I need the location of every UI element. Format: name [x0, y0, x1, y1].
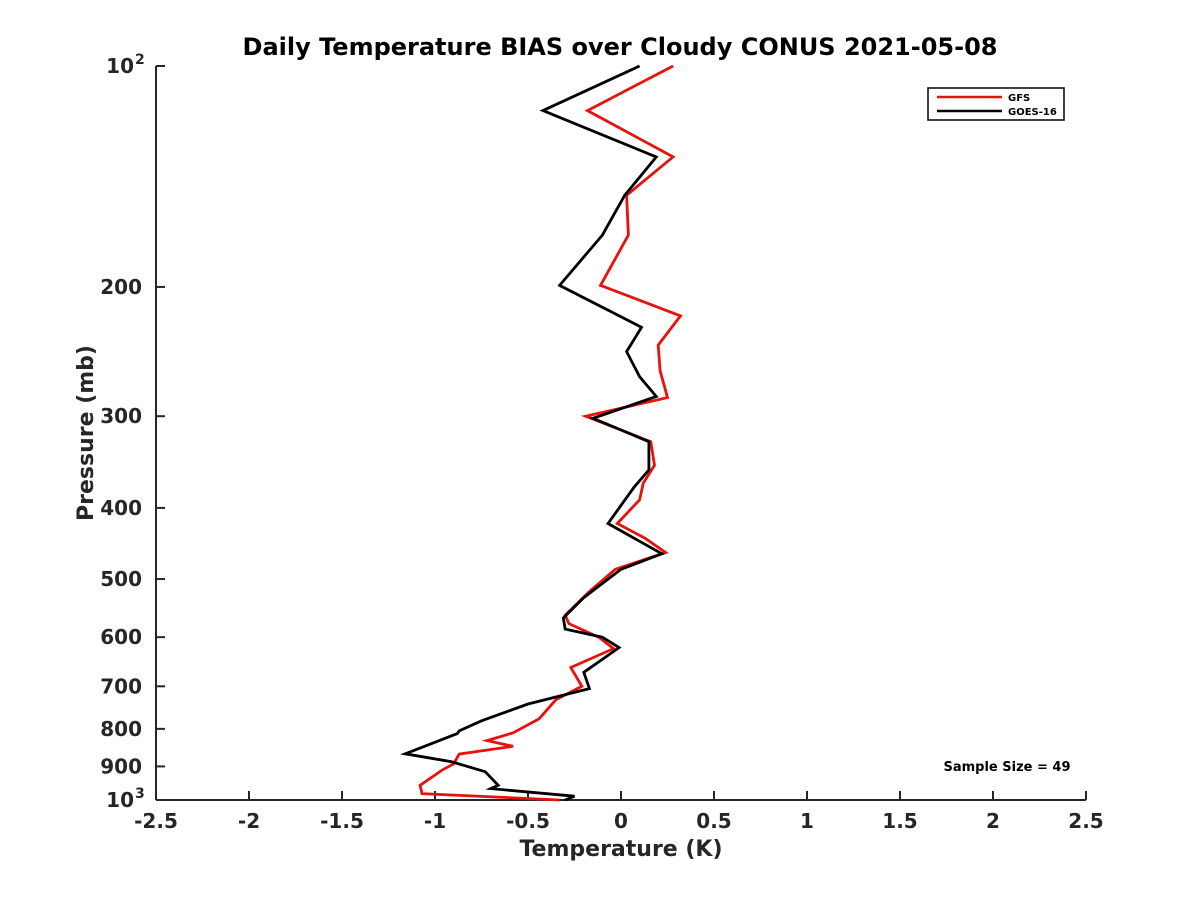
y-tick-label: 200 — [100, 275, 142, 299]
x-axis-ticks: -2.5 -2 -1.5 -1 -0.5 0 0.5 1 1.5 2 2.5 — [134, 791, 1104, 833]
y-tick-label: 700 — [100, 674, 142, 698]
x-tick-label: 0 — [614, 809, 628, 833]
x-tick-label: -2 — [238, 809, 260, 833]
series-lines — [399, 64, 683, 802]
x-tick-label: 1 — [800, 809, 814, 833]
plot-area: -2.5 -2 -1.5 -1 -0.5 0 0.5 1 1.5 2 2.5 10 220030040… — [100, 52, 1103, 833]
y-tick-label: 800 — [100, 717, 142, 741]
x-tick-label: 0.5 — [696, 809, 731, 833]
x-tick-label: 2 — [986, 809, 1000, 833]
y-tick-exponent: 3 — [135, 786, 145, 802]
series-line-goes-16 — [399, 64, 666, 802]
y-tick-label: 10 — [106, 54, 134, 78]
legend-label-goes-16: GOES-16 — [1008, 107, 1057, 118]
x-tick-label: -0.5 — [506, 809, 550, 833]
legend-label-gfs: GFS — [1008, 93, 1030, 104]
chart-title: Daily Temperature BIAS over Cloudy CONUS… — [243, 33, 998, 61]
y-tick-label: 600 — [100, 625, 142, 649]
y-axis-label: Pressure (mb) — [74, 345, 99, 521]
x-axis-label: Temperature (K) — [519, 837, 722, 862]
y-tick-exponent: 2 — [135, 52, 145, 68]
y-tick-label: 900 — [100, 754, 142, 778]
y-tick-label: 300 — [100, 404, 142, 428]
x-tick-label: 1.5 — [882, 809, 917, 833]
x-tick-label: -1 — [424, 809, 446, 833]
x-tick-label: -2.5 — [134, 809, 178, 833]
sample-size-annotation: Sample Size = 49 — [943, 760, 1070, 775]
series-line-gfs — [418, 64, 683, 802]
x-tick-label: 2.5 — [1068, 809, 1103, 833]
y-tick-label: 500 — [100, 567, 142, 591]
legend-box — [927, 87, 1065, 121]
legend: GFS GOES-16 — [927, 87, 1065, 121]
y-tick-label: 400 — [100, 496, 142, 520]
x-tick-label: -1.5 — [320, 809, 364, 833]
y-tick-label: 10 — [106, 788, 134, 812]
